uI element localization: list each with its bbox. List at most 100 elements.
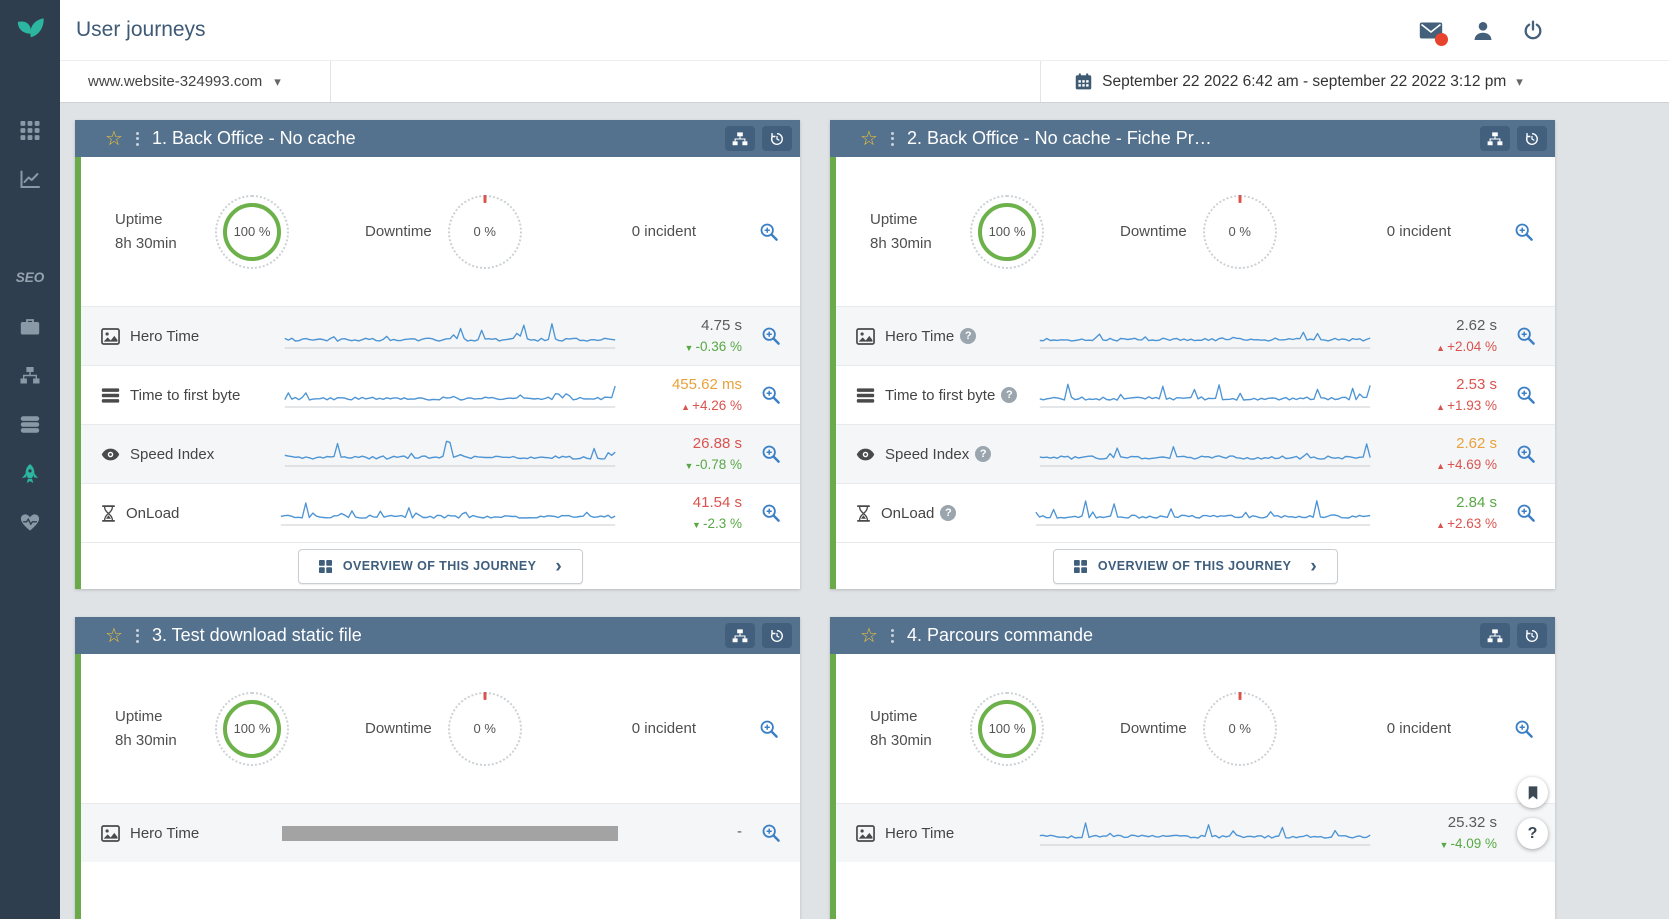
journey-steps-button[interactable] bbox=[1480, 623, 1510, 648]
heart-pulse-icon bbox=[20, 513, 40, 532]
help-icon[interactable]: ? bbox=[975, 446, 992, 462]
favorite-star-icon[interactable]: ☆ bbox=[105, 127, 123, 150]
zoom-button[interactable] bbox=[754, 378, 788, 412]
favorite-star-icon[interactable]: ☆ bbox=[860, 624, 878, 647]
magnifier-plus-icon bbox=[1516, 444, 1536, 464]
journey-title: 1. Back Office - No cache bbox=[151, 128, 356, 148]
account-button[interactable] bbox=[1473, 20, 1493, 41]
zoom-button[interactable] bbox=[754, 496, 788, 530]
metric-value: 41.54 s bbox=[692, 494, 742, 512]
messages-button[interactable] bbox=[1419, 20, 1448, 46]
overview-journey-button[interactable]: OVERVIEW OF THIS JOURNEY › bbox=[1052, 548, 1339, 584]
metric-row-ttfb: Time to first byte? 2.53 s +1.93 % bbox=[836, 365, 1555, 424]
journey-card-body: Uptime 8h 30min 100 % Downtime 0 % 0 inc… bbox=[75, 654, 800, 919]
favorite-star-icon[interactable]: ☆ bbox=[860, 127, 878, 150]
help-button[interactable]: ? bbox=[1517, 818, 1548, 849]
journey-card-body: Uptime 8h 30min 100 % Downtime 0 % 0 inc… bbox=[830, 654, 1555, 919]
metric-sparkline bbox=[1035, 500, 1371, 526]
uptime-label: Uptime bbox=[870, 210, 918, 228]
sidebar-item-scenarios[interactable] bbox=[0, 351, 60, 400]
drag-handle-icon[interactable] bbox=[890, 628, 894, 643]
trend-arrow-icon bbox=[681, 398, 690, 413]
journey-card-header: ☆ 4. Parcours commande bbox=[830, 617, 1555, 654]
journey-steps-button[interactable] bbox=[725, 126, 755, 151]
zoom-button[interactable] bbox=[752, 712, 786, 746]
sitemap-icon bbox=[732, 629, 748, 643]
sidebar-item-user-journeys[interactable] bbox=[0, 449, 60, 498]
image-icon bbox=[856, 825, 875, 842]
uptime-duration: 8h 30min bbox=[870, 731, 932, 749]
hourglass-icon bbox=[856, 505, 871, 522]
journey-history-button[interactable] bbox=[762, 623, 792, 648]
journey-history-button[interactable] bbox=[1517, 126, 1547, 151]
sidebar-item-health[interactable] bbox=[0, 498, 60, 547]
eye-icon bbox=[856, 446, 875, 463]
help-icon[interactable]: ? bbox=[960, 328, 977, 344]
magnifier-plus-icon bbox=[759, 719, 779, 739]
metric-label: Hero Time bbox=[885, 824, 955, 842]
help-icon[interactable]: ? bbox=[1001, 387, 1018, 403]
zoom-button[interactable] bbox=[754, 816, 788, 850]
metric-sparkline bbox=[284, 385, 616, 408]
logout-button[interactable] bbox=[1523, 20, 1543, 41]
metric-label: OnLoad bbox=[126, 504, 180, 522]
metric-delta: -4.09 % bbox=[1385, 835, 1497, 853]
date-range-selector[interactable]: September 22 2022 6:42 am - september 22… bbox=[1040, 61, 1669, 102]
incident-count: 0 incident bbox=[631, 223, 696, 240]
sidebar-item-analytics[interactable] bbox=[0, 155, 60, 204]
metric-row-onload: OnLoad 41.54 s -2.3 % bbox=[81, 483, 800, 542]
zoom-button[interactable] bbox=[1509, 319, 1543, 353]
drag-handle-icon[interactable] bbox=[890, 131, 894, 146]
question-mark-icon: ? bbox=[1527, 824, 1538, 842]
zoom-button[interactable] bbox=[752, 215, 786, 249]
journey-steps-button[interactable] bbox=[725, 623, 755, 648]
app-logo[interactable] bbox=[0, 0, 60, 60]
card-footer: OVERVIEW OF THIS JOURNEY › bbox=[81, 542, 800, 589]
no-data-bar bbox=[282, 825, 618, 841]
sidebar-item-seo[interactable]: SEO bbox=[0, 253, 60, 302]
metric-sparkline bbox=[1039, 383, 1371, 408]
uptime-value: 100 % bbox=[223, 202, 281, 261]
metric-value: 2.53 s bbox=[1456, 376, 1497, 394]
uptime-label-block: Uptime 8h 30min bbox=[870, 705, 958, 753]
journey-title: 2. Back Office - No cache - Fiche Pr… bbox=[906, 128, 1212, 148]
favorite-star-icon[interactable]: ☆ bbox=[105, 624, 123, 647]
zoom-button[interactable] bbox=[754, 319, 788, 353]
metric-value: 455.62 ms bbox=[671, 376, 742, 394]
uptime-label: Uptime bbox=[115, 707, 163, 725]
sidebar-nav: SEO bbox=[0, 106, 60, 547]
uptime-label-block: Uptime 8h 30min bbox=[115, 705, 203, 753]
zoom-button[interactable] bbox=[754, 437, 788, 471]
content-area: ☆ 1. Back Office - No cache Uptime 8h 30… bbox=[60, 103, 1669, 919]
sidebar-item-dashboard[interactable] bbox=[0, 106, 60, 155]
downtime-gauge: 0 % bbox=[1202, 194, 1277, 269]
magnifier-plus-icon bbox=[1514, 222, 1534, 242]
zoom-button[interactable] bbox=[1507, 215, 1541, 249]
image-icon bbox=[101, 825, 120, 842]
image-icon bbox=[101, 328, 120, 345]
journey-history-button[interactable] bbox=[1517, 623, 1547, 648]
uptime-summary: Uptime 8h 30min 100 % Downtime 0 % 0 inc… bbox=[81, 157, 800, 306]
zoom-button[interactable] bbox=[1507, 712, 1541, 746]
header-buttons bbox=[1480, 126, 1547, 151]
trend-arrow-icon bbox=[1436, 457, 1445, 472]
drag-handle-icon[interactable] bbox=[135, 628, 139, 643]
website-selector[interactable]: www.website-324993.com ▾ bbox=[60, 61, 331, 102]
help-icon[interactable]: ? bbox=[940, 505, 957, 521]
sidebar-item-monitors[interactable] bbox=[0, 302, 60, 351]
metric-sparkline bbox=[284, 323, 616, 349]
zoom-button[interactable] bbox=[1509, 437, 1543, 471]
zoom-button[interactable] bbox=[1509, 496, 1543, 530]
metric-sparkline bbox=[1039, 443, 1371, 467]
drag-handle-icon[interactable] bbox=[135, 131, 139, 146]
floating-actions: ? bbox=[1517, 777, 1548, 849]
bookmark-button[interactable] bbox=[1517, 777, 1548, 808]
journey-history-button[interactable] bbox=[762, 126, 792, 151]
sidebar-item-servers[interactable] bbox=[0, 400, 60, 449]
chevron-down-icon: ▾ bbox=[274, 73, 281, 89]
metric-value: 26.88 s bbox=[692, 435, 742, 453]
journey-steps-button[interactable] bbox=[1480, 126, 1510, 151]
uptime-value: 100 % bbox=[223, 699, 281, 758]
zoom-button[interactable] bbox=[1509, 378, 1543, 412]
overview-journey-button[interactable]: OVERVIEW OF THIS JOURNEY › bbox=[297, 548, 584, 584]
